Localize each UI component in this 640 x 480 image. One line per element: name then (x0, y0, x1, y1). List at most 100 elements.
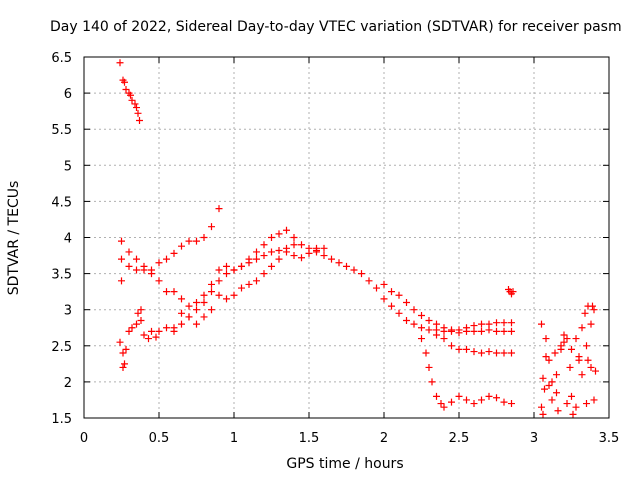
chart-title: Day 140 of 2022, Sidereal Day-to-day VTE… (50, 19, 622, 35)
data-point-marker (128, 324, 136, 332)
data-point-marker (223, 295, 230, 303)
data-point-marker (485, 326, 493, 334)
data-point-marker (134, 309, 142, 317)
data-point-marker (587, 320, 595, 328)
data-point-marker (478, 349, 485, 357)
data-point-marker (200, 291, 208, 299)
x-tick-label: 2 (380, 431, 388, 446)
data-point-marker (200, 313, 208, 321)
data-point-marker (116, 338, 124, 346)
data-point-marker (508, 349, 515, 357)
data-point-marker (592, 367, 599, 375)
data-point-marker (433, 392, 440, 400)
data-point-marker (395, 291, 403, 299)
data-point-marker (119, 363, 127, 371)
data-point-marker (253, 277, 260, 285)
data-point-marker (541, 385, 548, 393)
data-point-marker (163, 288, 170, 296)
data-point-marker (121, 78, 128, 86)
data-point-marker (128, 96, 136, 104)
data-point-marker (140, 331, 148, 339)
data-point-marker (538, 320, 545, 328)
data-point-marker (268, 262, 275, 270)
axis-ticks: 0 0.5 1 1.5 2 2.5 3 3.5 1.5 2 2.5 3 3.5 4 4.5 5 5.5 6 6.5 (51, 51, 619, 446)
data-point-marker (208, 306, 215, 314)
data-point-marker (440, 403, 448, 411)
x-tick-label: 3 (530, 431, 538, 446)
data-point-marker (539, 374, 547, 382)
data-point-marker (587, 363, 595, 371)
data-point-marker (590, 396, 598, 404)
data-point-marker (253, 255, 260, 263)
data-point-marker (493, 319, 500, 327)
data-point-marker (545, 382, 553, 390)
data-point-marker (425, 317, 433, 325)
data-point-marker (215, 266, 223, 274)
data-point-marker (380, 280, 388, 288)
data-point-marker (584, 356, 592, 364)
data-point-marker (170, 249, 178, 257)
y-tick-label: 4.5 (51, 195, 72, 210)
data-point-marker (116, 59, 124, 67)
data-point-marker (290, 252, 298, 260)
data-point-marker (230, 266, 238, 274)
data-point-marker (410, 306, 418, 314)
data-point-marker (493, 349, 500, 357)
data-point-marker (572, 335, 580, 343)
data-point-marker (290, 241, 298, 249)
x-tick-label: 0.5 (149, 431, 170, 446)
data-point-marker (178, 309, 185, 317)
data-point-marker (428, 378, 436, 386)
data-point-marker (193, 298, 200, 306)
data-point-marker (551, 349, 559, 357)
data-point-marker (320, 244, 328, 252)
data-point-marker (131, 100, 139, 108)
data-point-marker (553, 371, 560, 379)
data-point-marker (268, 248, 275, 256)
data-point-marker (403, 317, 410, 325)
data-point-marker (298, 254, 305, 262)
data-point-marker (542, 353, 550, 361)
data-point-marker (148, 327, 155, 335)
data-point-marker (500, 319, 508, 327)
data-point-marker (545, 356, 553, 364)
data-point-marker (539, 410, 547, 418)
data-point-marker (193, 320, 200, 328)
data-point-marker (388, 302, 395, 310)
data-point-marker (152, 333, 160, 341)
data-point-marker (575, 353, 583, 361)
data-point-marker (260, 241, 268, 249)
data-point-marker (145, 335, 152, 343)
data-point-marker (470, 348, 478, 356)
data-point-marker (433, 326, 440, 334)
data-point-marker (223, 270, 230, 278)
data-point-marker (569, 410, 577, 418)
data-point-marker (170, 324, 178, 332)
data-point-marker (418, 311, 425, 319)
data-point-marker (178, 242, 185, 250)
data-point-marker (380, 295, 388, 303)
data-point-marker (350, 266, 358, 274)
data-point-marker (590, 306, 598, 314)
x-tick-label: 0 (80, 431, 88, 446)
data-point-marker (275, 230, 283, 238)
data-point-marker (122, 85, 130, 93)
data-point-marker (163, 255, 170, 263)
plot-frame (83, 56, 610, 419)
data-point-marker (500, 349, 508, 357)
data-point-marker (589, 302, 596, 310)
data-point-marker (133, 255, 140, 263)
data-point-marker (493, 327, 500, 335)
data-point-marker (388, 288, 395, 296)
data-point-marker (335, 259, 343, 267)
series-track-upper-right (380, 280, 515, 334)
data-point-marker (568, 345, 575, 353)
data-point-marker (563, 335, 571, 343)
data-point-marker (422, 349, 430, 357)
data-point-marker (470, 400, 478, 408)
data-point-marker (155, 277, 163, 285)
data-point-marker (122, 345, 130, 353)
data-point-marker (133, 266, 140, 274)
data-point-marker (133, 104, 140, 112)
